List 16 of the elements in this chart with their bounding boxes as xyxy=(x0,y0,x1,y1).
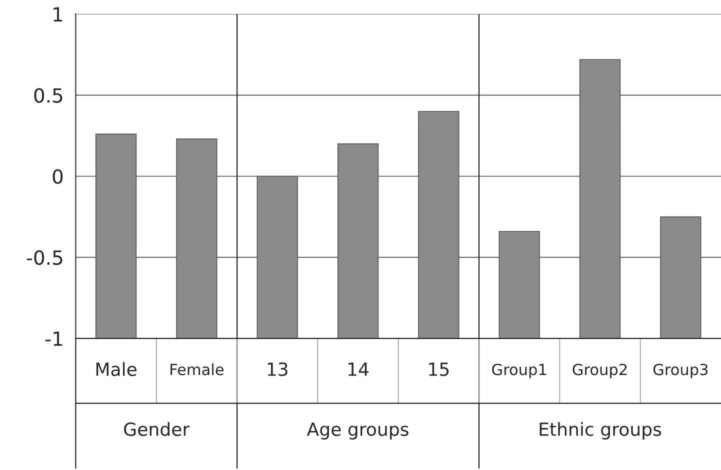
text: Gender xyxy=(124,422,190,436)
x-tick-label: Female xyxy=(170,363,224,376)
y-tick-label: -1 xyxy=(45,332,62,346)
x-tick-label: Group2 xyxy=(572,364,627,378)
x-tick-label: Group1 xyxy=(492,364,546,378)
y-tick-label: -0.5 xyxy=(26,250,62,265)
y-tick-label: 0 xyxy=(52,169,63,184)
text: Ethnic groups xyxy=(540,422,662,440)
y-tick-label: 1 xyxy=(54,7,62,22)
text: Age groups xyxy=(306,422,408,440)
x-tick-label: 13 xyxy=(268,362,288,376)
y-tick-label: 0.5 xyxy=(34,88,62,103)
x-tick-label: Group3 xyxy=(653,364,708,378)
x-tick-label: Male xyxy=(96,362,136,376)
x-tick-label: 15 xyxy=(429,362,449,376)
x-tick-label: 14 xyxy=(348,362,368,376)
